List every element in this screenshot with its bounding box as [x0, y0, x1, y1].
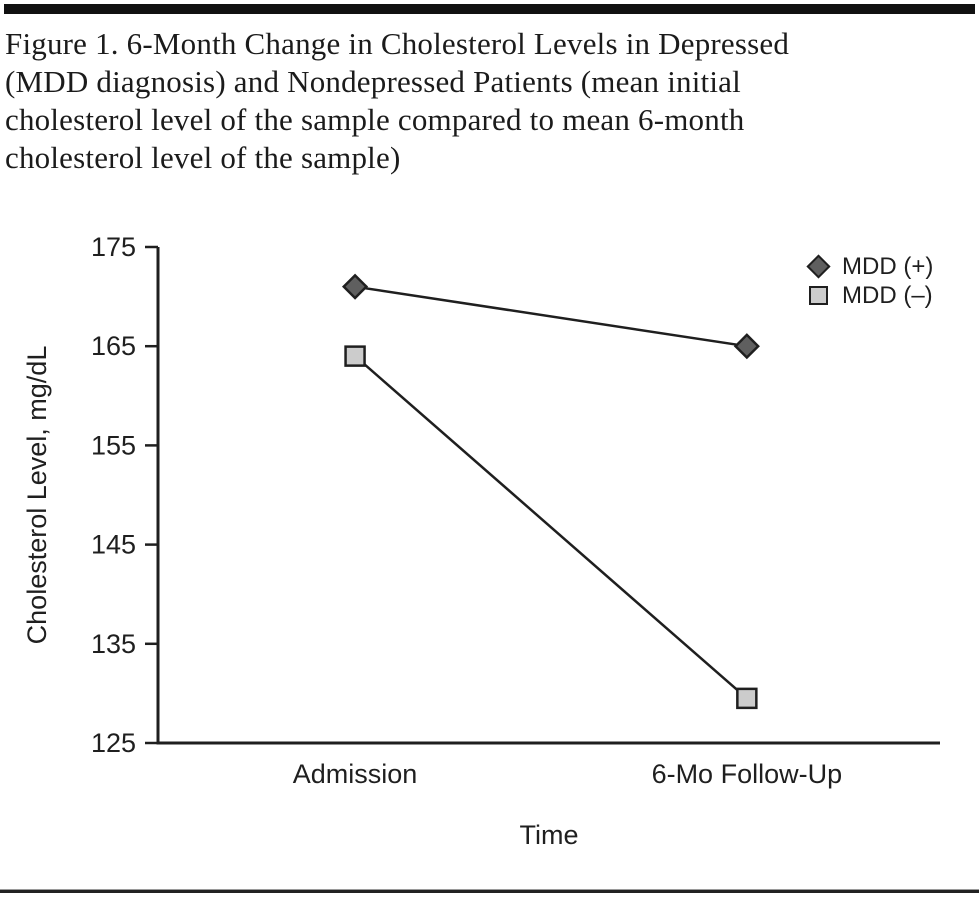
data-point-marker: [341, 273, 369, 300]
legend-label-mdd-negative: MDD (–): [842, 281, 933, 309]
x-tick-label: 6-Mo Follow-Up: [652, 759, 843, 789]
figure-title-line: (MDD diagnosis) and Nondepressed Patient…: [5, 64, 741, 99]
bottom-rule: [0, 889, 979, 893]
figure-title-line: Figure 1. 6-Month Change in Cholesterol …: [5, 26, 790, 61]
y-tick-label: 155: [91, 430, 136, 460]
y-tick-label: 135: [91, 629, 136, 659]
data-point-marker: [736, 687, 758, 710]
series-line: [354, 285, 748, 348]
square-marker-icon: [809, 286, 828, 305]
figure-title-line: cholesterol level of the sample): [5, 140, 401, 175]
y-tick-label: 125: [91, 728, 136, 758]
y-tick-label: 175: [91, 232, 136, 262]
series-line: [354, 355, 748, 700]
x-axis-title: Time: [520, 820, 579, 850]
top-rule: [4, 4, 975, 14]
y-tick-label: 145: [91, 530, 136, 560]
legend-item-mdd-positive: MDD (+): [806, 252, 933, 281]
diamond-marker-icon: [806, 254, 831, 279]
figure-title-line: cholesterol level of the sample compared…: [5, 102, 745, 137]
data-point-marker: [344, 345, 366, 367]
y-tick-label: 165: [91, 331, 136, 361]
x-tick-label: Admission: [293, 759, 418, 789]
data-point-marker: [733, 333, 760, 360]
legend-label-mdd-positive: MDD (+): [842, 252, 934, 280]
legend: MDD (+) MDD (–): [806, 252, 933, 310]
figure-title: Figure 1. 6-Month Change in Cholesterol …: [5, 25, 975, 177]
y-axis-title: Cholesterol Level, mg/dL: [22, 346, 52, 645]
legend-item-mdd-negative: MDD (–): [806, 281, 933, 310]
